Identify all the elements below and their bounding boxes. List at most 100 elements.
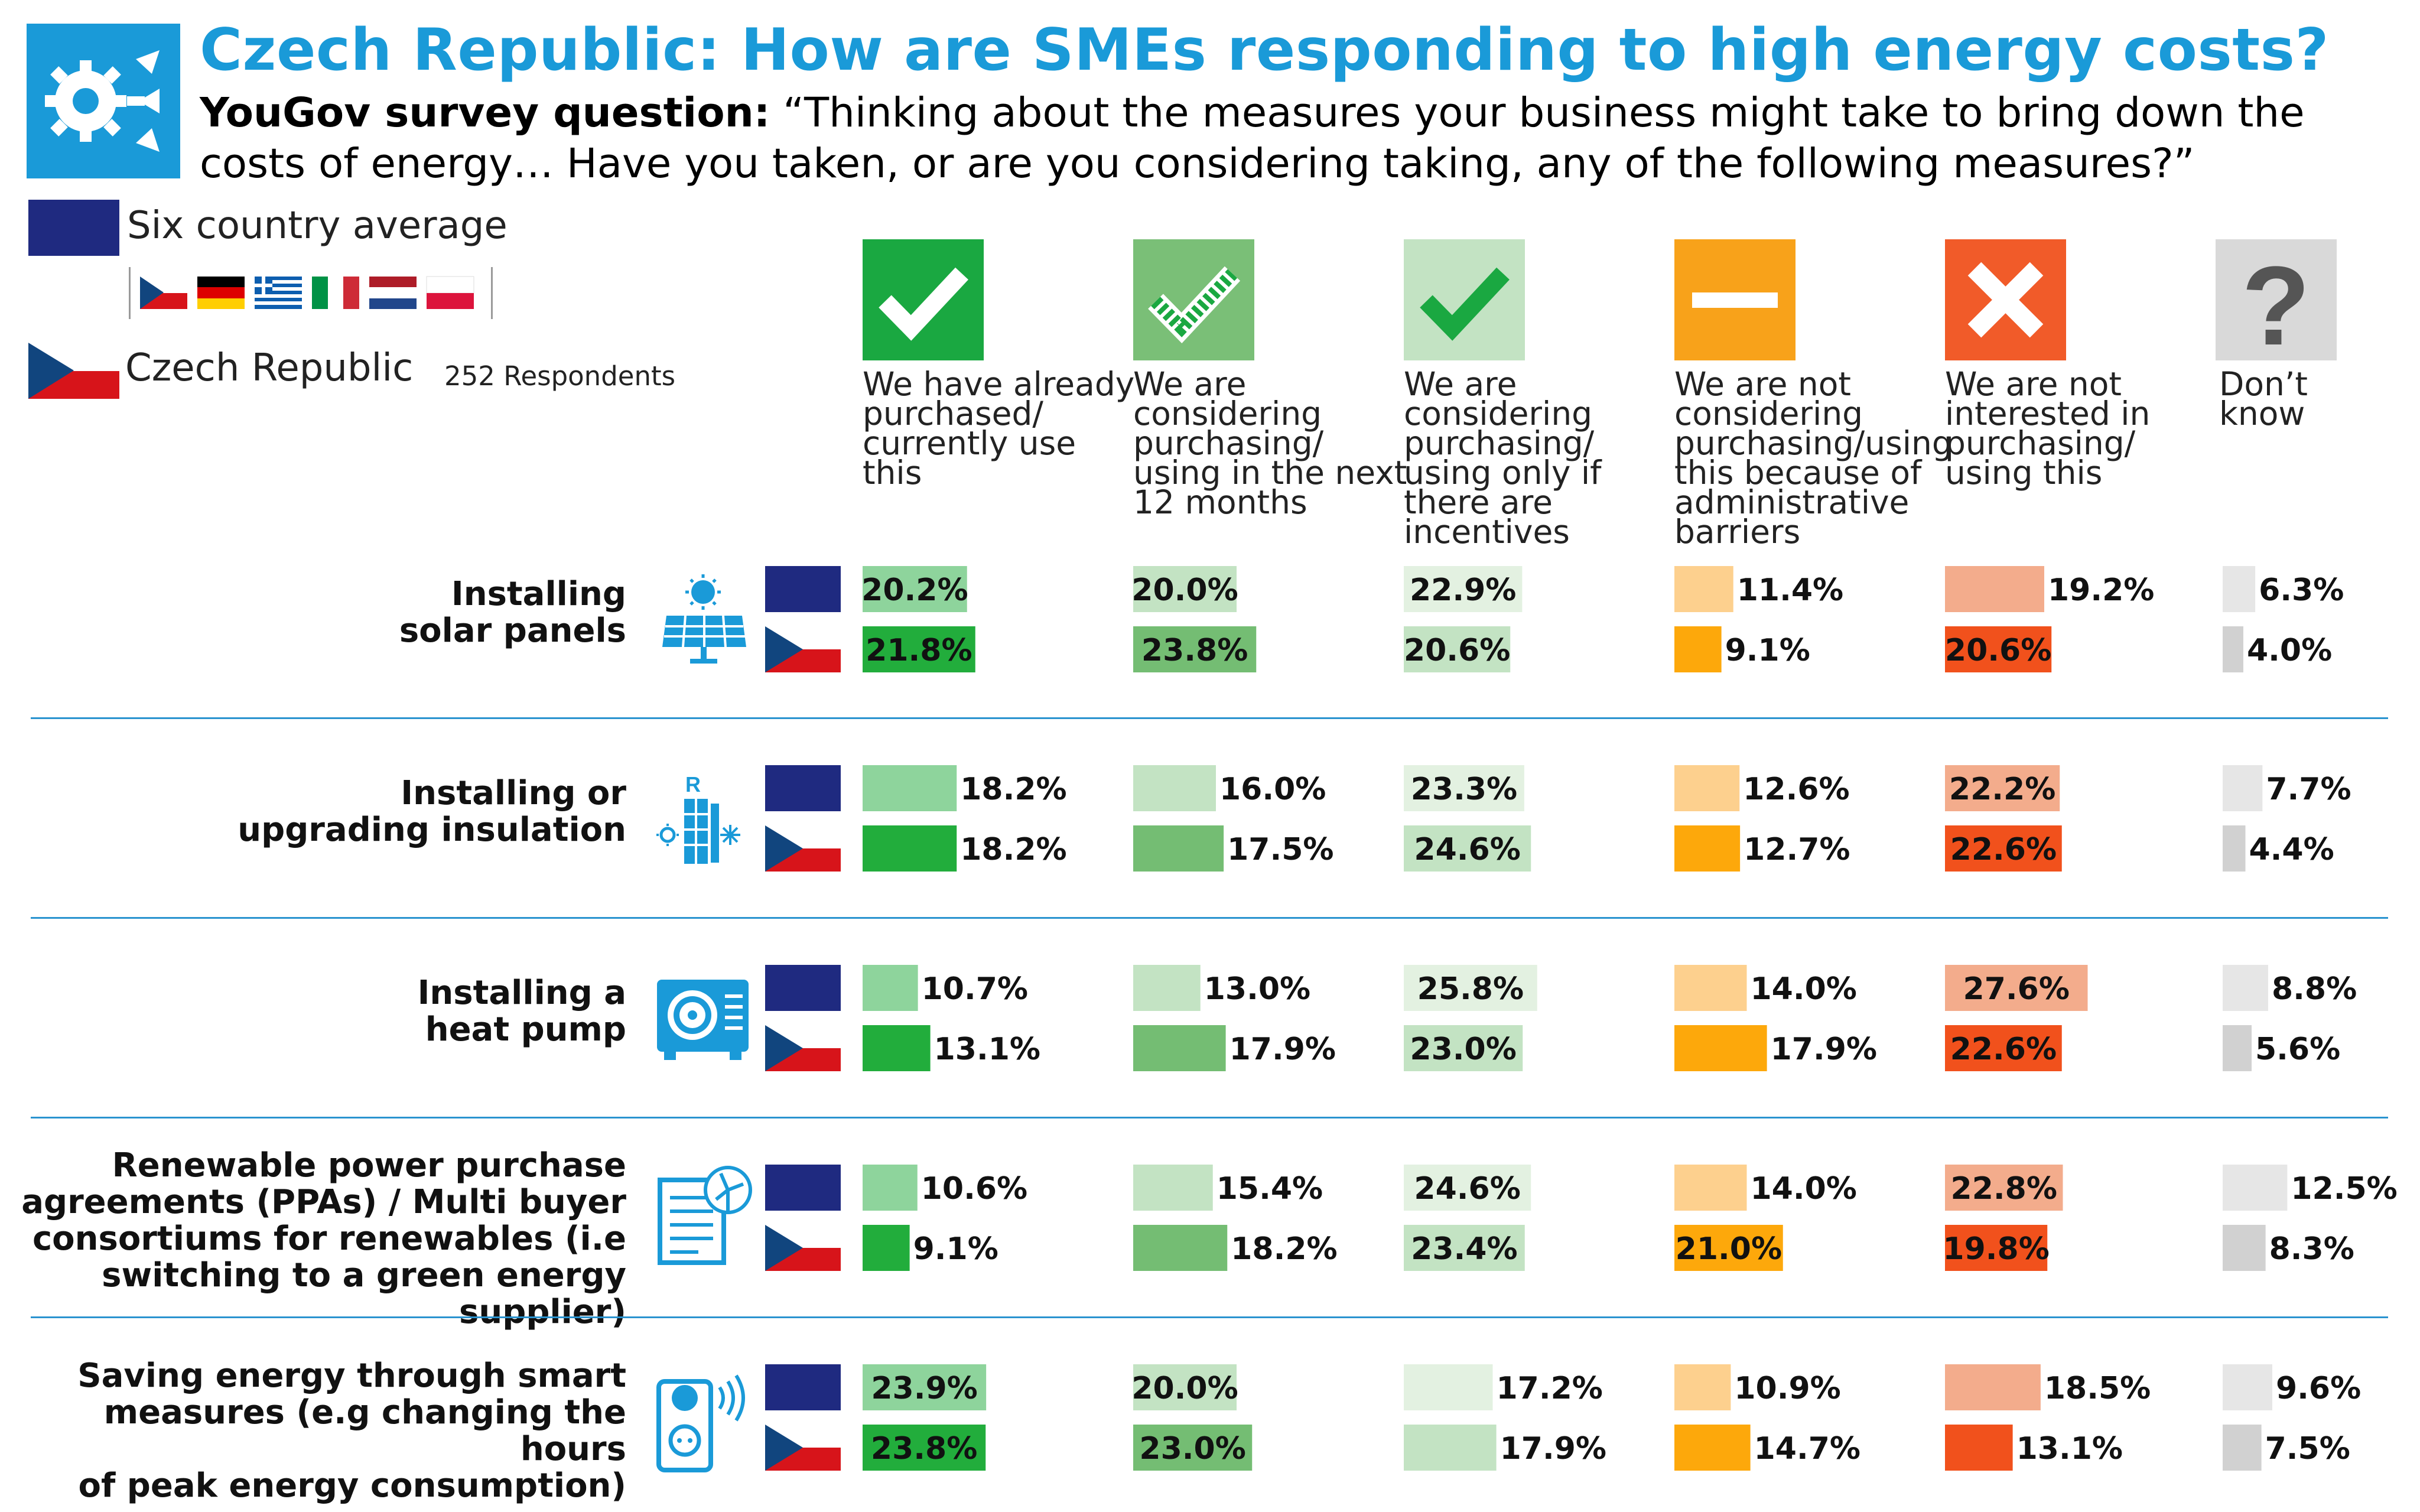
column-header-next-12-months: We are considering purchasing/ using in … — [1133, 365, 1407, 521]
bar — [1133, 1225, 1228, 1271]
bar — [1404, 1025, 1523, 1071]
bar — [2223, 1025, 2252, 1071]
bar — [1133, 1165, 1213, 1211]
bar — [863, 1364, 987, 1410]
bar — [863, 1425, 986, 1471]
data-label: 20.0% — [1131, 573, 1238, 608]
bar — [863, 626, 975, 672]
bar — [1674, 626, 1722, 672]
data-label: 18.2% — [1231, 1231, 1337, 1267]
bar — [1945, 765, 2060, 811]
bar — [1945, 1165, 2063, 1211]
bar — [1945, 825, 2062, 872]
bar — [863, 825, 957, 872]
bar — [1945, 1425, 2013, 1471]
data-label: 18.2% — [960, 772, 1066, 807]
bar — [1404, 566, 1523, 612]
data-label: 14.7% — [1754, 1431, 1860, 1467]
bar — [2223, 626, 2243, 672]
bar — [1674, 566, 1733, 612]
bar — [1404, 825, 1531, 872]
data-label: 14.0% — [1751, 1171, 1857, 1207]
bar — [1404, 765, 1524, 811]
data-label: 12.6% — [1743, 772, 1849, 807]
data-label: 10.7% — [922, 971, 1028, 1007]
data-label: 9.6% — [2276, 1371, 2361, 1406]
bar — [1133, 1364, 1237, 1410]
data-label: 4.4% — [2249, 832, 2334, 867]
data-label: 17.9% — [1229, 1032, 1336, 1067]
subtitle-label: YouGov survey question: — [200, 89, 770, 136]
data-label: 15.4% — [1216, 1171, 1323, 1207]
bar — [1945, 1025, 2062, 1071]
page-subtitle: YouGov survey question: “Thinking about … — [200, 87, 2327, 189]
bar — [2223, 1425, 2262, 1471]
bar — [1404, 1165, 1531, 1211]
flag-eu — [765, 1364, 841, 1410]
data-label: 13.0% — [1204, 971, 1310, 1007]
bar — [1945, 1364, 2041, 1410]
flag-cz — [765, 1425, 841, 1471]
row-label-ppa: Renewable power purchase agreements (PPA… — [21, 1146, 626, 1331]
data-label: 13.1% — [934, 1032, 1040, 1067]
data-label: 20.0% — [1131, 1371, 1238, 1406]
data-label: 21.0% — [1676, 1231, 1782, 1267]
bar — [1945, 1225, 2048, 1271]
column-header-not-interested: We are not interested in purchasing/ usi… — [1945, 365, 2151, 492]
data-label: 7.5% — [2265, 1431, 2350, 1467]
bar — [863, 566, 967, 612]
bar — [1133, 825, 1224, 872]
row-label-smart: Saving energy through smart measures (e.… — [77, 1357, 626, 1505]
flag-eu — [765, 765, 841, 811]
bar — [1674, 1225, 1783, 1271]
bar — [2223, 965, 2268, 1011]
bar — [1945, 566, 2044, 612]
data-label: 12.5% — [2291, 1171, 2397, 1207]
row-label-solar: Installing solar panels — [399, 575, 626, 650]
data-label: 5.6% — [2255, 1032, 2340, 1067]
data-label: 22.6% — [1950, 832, 2057, 867]
data-label: 23.0% — [1139, 1431, 1245, 1467]
data-label: 4.0% — [2247, 633, 2332, 668]
data-label: 19.2% — [2048, 573, 2154, 608]
bar — [1404, 626, 1511, 672]
bar — [1674, 1025, 1767, 1071]
data-label: 17.2% — [1497, 1371, 1603, 1406]
bar — [1674, 1165, 1747, 1211]
data-label: 18.5% — [2044, 1371, 2151, 1406]
column-header-dont-know: Don’t know — [2219, 365, 2308, 433]
row-label-insulation: Installing or upgrading insulation — [238, 774, 626, 849]
flag-eu — [765, 566, 841, 612]
data-label: 8.8% — [2272, 971, 2357, 1007]
data-label: 9.1% — [913, 1231, 998, 1267]
legend-average-label: Six country average — [127, 204, 508, 248]
legend-country-label: Czech Republic — [125, 346, 414, 390]
bar — [1133, 1425, 1253, 1471]
row-separator — [31, 1117, 2388, 1118]
bar — [1674, 1425, 1751, 1471]
row-separator — [31, 717, 2388, 719]
data-label: 12.7% — [1744, 832, 1850, 867]
bar — [1674, 825, 1741, 872]
bar — [1674, 765, 1740, 811]
bar — [1945, 626, 2052, 672]
data-label: 23.4% — [1411, 1231, 1517, 1267]
data-label: 20.2% — [861, 573, 968, 608]
data-label: 23.8% — [1141, 633, 1248, 668]
bar — [2223, 825, 2246, 872]
data-label: 22.9% — [1410, 573, 1516, 608]
bar — [1133, 566, 1237, 612]
bar — [863, 965, 918, 1011]
bar — [2223, 1225, 2266, 1271]
flag-cz — [765, 1225, 841, 1271]
bar — [1133, 965, 1201, 1011]
data-label: 23.0% — [1410, 1032, 1516, 1067]
data-label: 22.2% — [1949, 772, 2055, 807]
data-label: 7.7% — [2266, 772, 2351, 807]
data-label: 25.8% — [1417, 971, 1524, 1007]
data-label: 17.9% — [1500, 1431, 1606, 1467]
column-header-incentives: We are considering purchasing/ using onl… — [1404, 365, 1602, 551]
bar — [1133, 626, 1257, 672]
flag-cz — [765, 825, 841, 872]
row-separator — [31, 917, 2388, 919]
